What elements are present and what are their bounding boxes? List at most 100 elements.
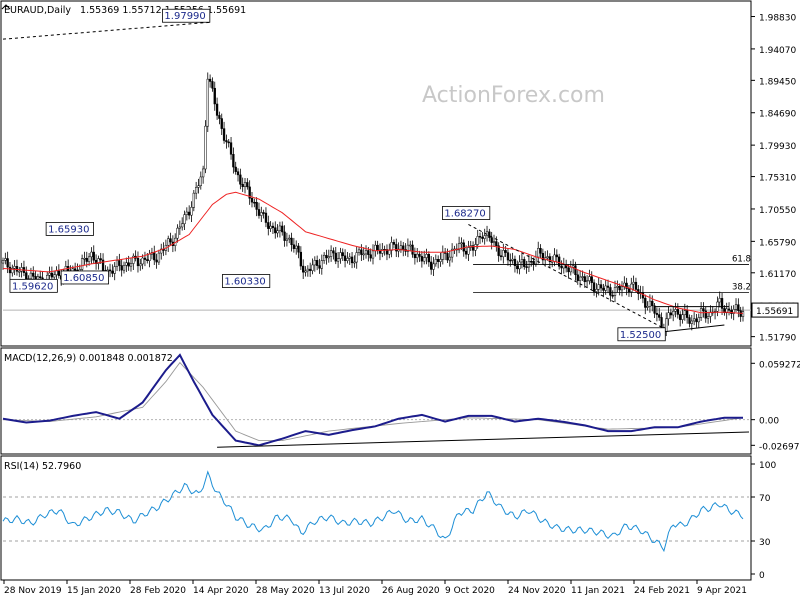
candle-body [271,225,275,228]
rsi-tick-label: 70 [759,494,771,504]
candle-body [674,309,677,312]
candle-body [567,267,570,273]
price-label: 1.60330 [224,277,265,288]
price-label: 1.59620 [12,281,53,292]
support-trendline [663,324,725,333]
candle-body [513,258,517,266]
price-tick-label: 1.98830 [759,14,796,24]
date-axis: 28 Nov 2019 15 Jan 2020 28 Feb 2020 14 Apr … [3,580,747,596]
candle-body [495,241,498,246]
candle-body [630,283,633,293]
candle-body [120,265,123,271]
candle-body [262,212,265,214]
fib-level-label: 61.8 [732,255,751,265]
candle-body [129,263,133,267]
rsi-tick-label: 0 [759,571,765,581]
candle-body [248,186,251,199]
candle-body [83,257,86,260]
candle-body [616,286,619,288]
candle-body [118,260,121,266]
candle-body [546,256,549,259]
candle-body [697,317,700,323]
candle-body [155,259,158,263]
candle-body [539,248,542,254]
candle-body [720,298,724,309]
candle-body [201,168,205,178]
candle-body [148,253,151,261]
candle-body [488,231,491,238]
candle-body [681,314,684,320]
watermark-text: ActionForex.com [422,83,605,108]
candle-body [299,251,303,267]
candle-body [634,281,638,290]
candle-body [276,230,279,234]
candle-body [690,320,693,324]
date-label: 15 Jan 2020 [67,586,121,596]
candle-body [516,265,519,270]
date-label: 13 Jul 2020 [319,586,370,596]
candle-body [578,276,582,281]
candle-body [369,254,372,259]
candle-body [218,115,221,119]
candle-body [169,238,172,243]
candle-body [253,201,256,204]
candle-body [632,281,635,285]
candle-body [208,78,212,82]
candle-body [648,300,652,307]
candle-body [360,249,363,255]
candle-body [341,252,344,257]
candle-body [420,256,424,262]
rsi-label: RSI(14) 52.7960 [4,461,81,472]
candle-body [402,245,405,250]
candle-body [234,166,237,172]
price-tick-label: 1.51790 [759,334,796,344]
candle-body [127,262,130,267]
candle-body [178,226,182,229]
macd-tick-label: -0.026978 [759,442,800,452]
candle-body [309,268,312,271]
candle-body [288,237,291,240]
candle-body [332,250,335,254]
candle-body [585,280,589,283]
candle-body [94,259,98,264]
candle-body [618,286,621,291]
candle-body [311,264,314,271]
candle-body [260,212,263,216]
candle-body [413,254,417,259]
candle-body [527,260,531,268]
candle-body [213,87,216,105]
candle-body [427,253,430,263]
candle-body [532,261,535,265]
candle-body [376,244,379,251]
candle-body [483,235,486,239]
candle-body [353,261,356,264]
date-label: 26 Aug 2020 [382,586,440,596]
dashed-trendline [468,224,665,329]
candle-body [283,231,286,241]
candle-body [6,258,9,268]
candle-body [274,227,277,234]
candle-body [499,255,503,258]
candle-body [430,261,433,270]
candle-body [350,256,354,264]
candle-body [20,267,23,272]
candle-body [255,202,258,210]
candle-body [343,255,347,261]
candle-body [709,311,712,317]
candle-body [297,245,300,253]
date-label: 11 Jan 2021 [571,586,625,596]
price-tick-label: 1.79930 [759,142,796,152]
candle-body [653,305,656,314]
candle-body [13,266,16,269]
rsi-line [2,470,744,553]
candle-body [399,245,403,250]
candle-body [32,272,35,277]
candle-body [423,257,426,262]
candle-body [676,309,679,315]
candle-body [571,265,575,268]
candle-body [290,237,293,245]
candle-body [197,185,200,188]
candle-body [181,223,184,228]
candle-body [339,252,342,259]
candle-body [295,245,298,249]
